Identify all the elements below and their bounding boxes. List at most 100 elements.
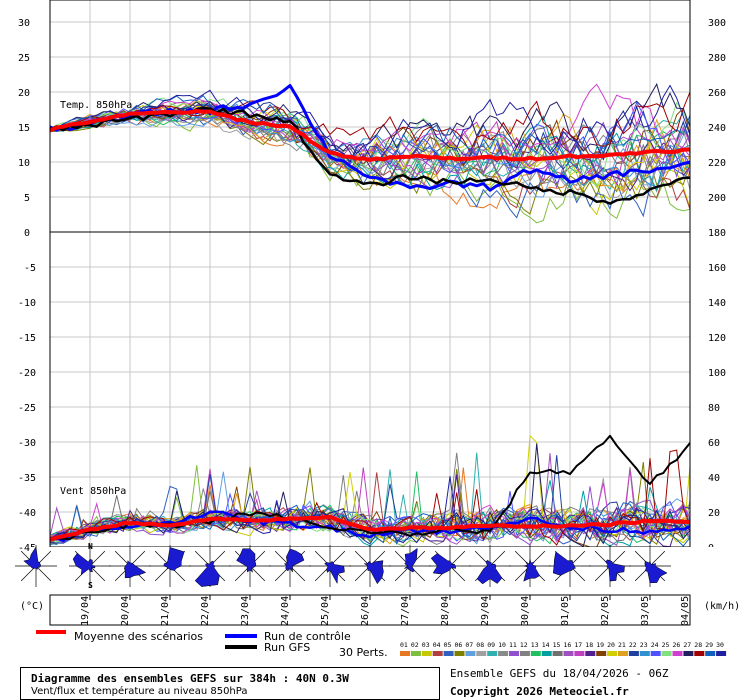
date-axis-label: 26/04 [360, 596, 371, 626]
perturbation-number: 28 [694, 641, 702, 649]
temperature-right-tick: 220 [708, 158, 726, 169]
perturbation-swatch [607, 651, 618, 656]
chart-info-subtitle: Vent/flux et température au niveau 850hP… [31, 686, 248, 697]
temperature-perturbation-line [49, 101, 691, 174]
wind-direction-strip [15, 545, 720, 595]
date-axis-label: 19/04 [80, 596, 91, 626]
perturbation-swatch [683, 651, 694, 656]
perturbation-swatch [432, 651, 443, 656]
wind-right-tick: 60 [708, 438, 720, 449]
date-axis-label: 03/05 [640, 596, 651, 626]
wind-mean-line [49, 514, 691, 542]
perturbation-number: 29 [705, 641, 713, 649]
perturbation-swatch [519, 651, 530, 656]
perturbation-number: 06 [455, 641, 463, 649]
legend-gfs-label: Run GFS [264, 641, 310, 654]
perturbation-number: 21 [618, 641, 626, 649]
wind-left-tick: -10 [18, 298, 36, 309]
perturbation-legend: 01 02 03 04 05 06 07 08 09 10 11 12 13 14 15 16 17 18 19 20… [400, 641, 727, 656]
wind-tick-labels: -5 160 -10 140 -15 120 -20 100 -25 80 -30 60 -35 40 -4… [18, 263, 726, 554]
perturbation-swatch [552, 651, 563, 656]
perturbation-swatch [563, 651, 574, 656]
wind-right-tick: 80 [708, 403, 720, 414]
wind-right-tick: 20 [708, 508, 720, 519]
perturbation-swatch [661, 651, 672, 656]
wind-rose [189, 545, 231, 587]
temperature-right-tick: 280 [708, 53, 726, 64]
perturbation-number: 02 [411, 641, 419, 649]
perturbation-number: 09 [487, 641, 495, 649]
wind-rose [429, 545, 471, 587]
perturbation-number: 25 [662, 641, 670, 649]
legend-control-label: Run de contrôle [264, 630, 351, 643]
temperature-left-tick: 30 [18, 18, 30, 29]
date-axis-labels: 19/04 20/04 21/04 22/04 23/04 24/04 25/04 26/04… [80, 595, 691, 626]
wind-perturbation-line [49, 502, 691, 543]
wind-left-tick: -35 [18, 473, 36, 484]
perturbation-number: 04 [433, 641, 441, 649]
right-unit-label: (km/h) [704, 601, 740, 612]
date-axis-label: 23/04 [240, 596, 251, 626]
wind-grid [50, 232, 690, 547]
perturbation-swatch [421, 651, 432, 656]
perturbation-number: 30 [716, 641, 724, 649]
temperature-perturbation-line [49, 101, 691, 170]
perturbation-swatch [672, 651, 683, 656]
wind-rose [509, 545, 551, 587]
perturbation-swatch [694, 651, 705, 656]
date-axis-label: 29/04 [480, 596, 491, 626]
wind-left-tick: -20 [18, 368, 36, 379]
wind-left-tick: -40 [18, 508, 36, 519]
left-unit-label: (°C) [20, 601, 44, 612]
date-axis-label: 25/04 [320, 596, 331, 626]
date-axis-label: 24/04 [280, 596, 291, 626]
perturbation-swatch [400, 651, 410, 656]
temperature-right-tick: 300 [708, 18, 726, 29]
perturbation-number: 16 [564, 641, 572, 649]
temperature-main-series [49, 84, 691, 205]
wind-rose [69, 545, 111, 587]
temperature-left-tick: 5 [24, 193, 30, 204]
perturbation-swatch [476, 651, 487, 656]
wind-rose [629, 545, 671, 587]
wind-rose [269, 545, 311, 587]
temperature-right-tick: 240 [708, 123, 726, 134]
perturbation-number: 13 [531, 641, 539, 649]
perturbation-swatch [639, 651, 650, 656]
temperature-perturbation-line [49, 91, 691, 153]
compass-south-label: S [88, 581, 93, 590]
temperature-left-tick: 10 [18, 158, 30, 169]
wind-rose [15, 545, 57, 587]
wind-left-tick: -5 [24, 263, 36, 274]
perturbation-number: 10 [498, 641, 506, 649]
perturbation-swatch [541, 651, 552, 656]
wind-left-tick: -45 [18, 543, 36, 554]
perturbation-swatch [443, 651, 454, 656]
date-axis-label: 28/04 [440, 596, 451, 626]
temperature-left-tick: 15 [18, 123, 30, 134]
perturbation-swatch [585, 651, 596, 656]
perturbation-number: 20 [607, 641, 615, 649]
perturbation-number: 19 [596, 641, 604, 649]
temperature-right-tick: 260 [708, 88, 726, 99]
wind-rose [109, 545, 151, 587]
perturbation-number: 14 [542, 641, 550, 649]
temperature-panel-title: Temp. 850hPa [60, 100, 132, 111]
date-axis-label: 01/05 [560, 596, 571, 626]
wind-perturbation-line [49, 449, 691, 546]
compass-north-label: N [88, 542, 93, 551]
perturbation-swatch [716, 651, 727, 656]
perturbation-number: 08 [476, 641, 484, 649]
perturbation-number: 17 [574, 641, 582, 649]
wind-rose [149, 545, 191, 587]
wind-left-tick: -15 [18, 333, 36, 344]
perturbation-swatch [509, 651, 519, 656]
temperature-perturbation-line [49, 103, 691, 174]
date-axis-label: 30/04 [520, 596, 531, 626]
perturbation-number: 27 [683, 641, 691, 649]
legend-perts-label: 30 Perts. [339, 646, 388, 659]
perturbation-swatch [705, 651, 716, 656]
temperature-left-tick: 0 [24, 228, 30, 239]
wind-rose [549, 545, 591, 587]
